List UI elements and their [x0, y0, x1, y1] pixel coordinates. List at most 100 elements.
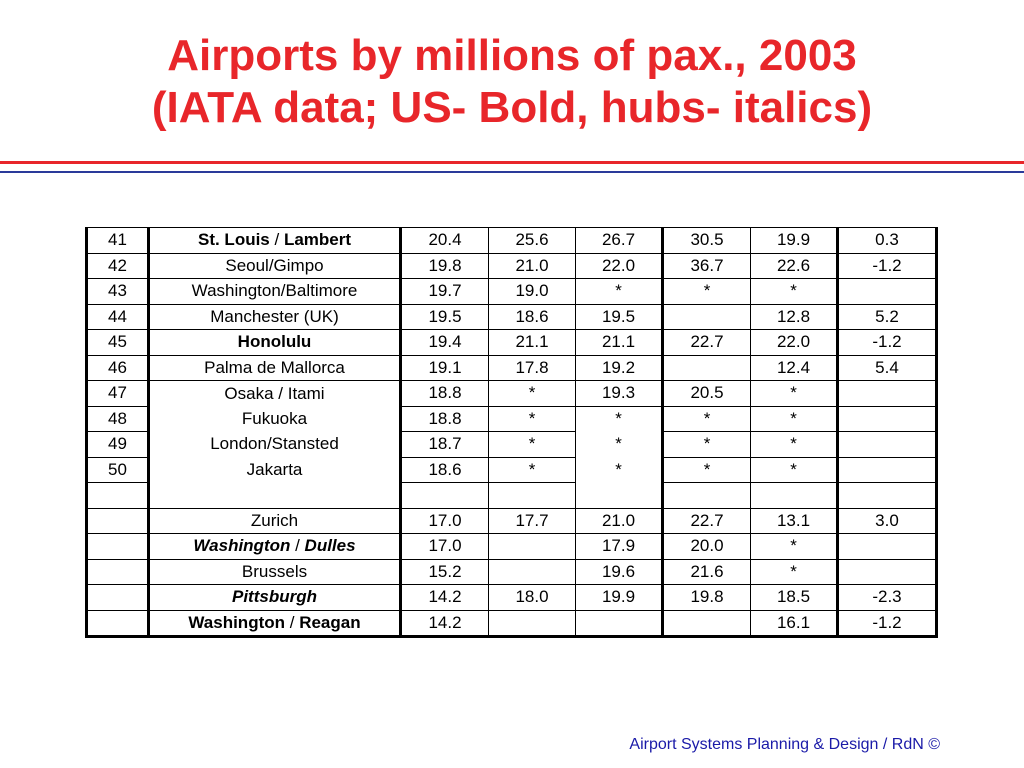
airport-table: 41 St. Louis / Lambert 20.4 25.6 26.7 30.5 19.… [85, 227, 938, 638]
value-cell-c4: 22.7 [662, 507, 751, 534]
rank-cell: 47 [86, 380, 150, 407]
airport-name-separator: / [290, 536, 305, 556]
airport-name-part: Washington [193, 536, 291, 556]
value-cell-c6 [837, 405, 937, 432]
value-cell-c5: * [750, 431, 839, 458]
airport-name-cell: Honolulu [148, 329, 402, 356]
table-row: 45 Honolulu 19.4 21.1 21.1 22.7 22.0 -1.2 [86, 329, 937, 356]
title-line-1: Airports by millions of pax., 2003 [167, 31, 857, 80]
value-cell-c4: 36.7 [662, 252, 751, 279]
table-row: 41 St. Louis / Lambert 20.4 25.6 26.7 30.5 19.… [86, 227, 937, 254]
airport-name-cell: Washington / Reagan [148, 609, 402, 637]
value-cell-c4: 21.6 [662, 558, 751, 585]
value-cell-c5: 22.0 [750, 329, 839, 356]
value-cell-c2: 17.8 [488, 354, 576, 381]
rank-cell: 45 [86, 329, 150, 356]
airport-name-cell: Seoul/Gimpo [148, 252, 402, 279]
value-cell-c3: 19.2 [575, 354, 664, 381]
value-cell-c3: 19.9 [575, 584, 664, 611]
value-cell-c4: 19.8 [662, 584, 751, 611]
value-cell-c3: 19.6 [575, 558, 664, 585]
value-cell-c2: * [488, 405, 576, 432]
rank-cell: 48 [86, 405, 150, 432]
value-cell-c5: * [750, 533, 839, 560]
value-cell-c1: 14.2 [400, 609, 489, 637]
airport-name-cell: Brussels [148, 558, 402, 585]
value-cell-c5: 16.1 [750, 609, 839, 637]
value-cell-c3: 21.0 [575, 507, 664, 534]
airport-name-part: Washington [188, 612, 286, 632]
value-cell-c1: 19.4 [400, 329, 489, 356]
value-cell-c5: * [750, 456, 839, 483]
value-cell-c6: -1.2 [837, 252, 937, 279]
value-cell-c4: * [662, 278, 751, 305]
value-cell-c1: 20.4 [400, 227, 489, 254]
value-cell-c3 [575, 609, 664, 637]
rank-cell: 49 [86, 431, 150, 458]
value-cell-c6 [837, 482, 937, 509]
value-cell-c6 [837, 278, 937, 305]
airport-name-cell: Osaka / Itami [148, 380, 402, 406]
title-rule-red [0, 161, 1024, 164]
slide-title: Airports by millions of pax., 2003 (IATA… [0, 30, 1024, 134]
table-row: 46 Palma de Mallorca 19.1 17.8 19.2 12.4 5.4 [86, 354, 937, 381]
value-cell-c6: -1.2 [837, 329, 937, 356]
value-cell-c6 [837, 380, 937, 407]
rank-cell: 44 [86, 303, 150, 330]
value-cell-c6 [837, 456, 937, 483]
value-cell-c5: 12.4 [750, 354, 839, 381]
value-cell-c6: -2.3 [837, 584, 937, 611]
table-row: 44 Manchester (UK) 19.5 18.6 19.5 12.8 5.2 [86, 303, 937, 330]
value-cell-c5: 18.5 [750, 584, 839, 611]
value-cell-c1: 19.5 [400, 303, 489, 330]
rank-cell [86, 558, 150, 585]
airport-name-separator: / [285, 612, 300, 632]
value-cell-c3: 19.5 [575, 303, 664, 330]
value-cell-c1: 19.1 [400, 354, 489, 381]
value-cell-c6 [837, 431, 937, 458]
rank-cell: 41 [86, 227, 150, 254]
table-row: 47 Osaka / Itami 18.8 * 19.3 20.5 * [86, 380, 937, 407]
value-cell-c1: 19.8 [400, 252, 489, 279]
value-cell-c2: 21.1 [488, 329, 576, 356]
value-cell-c4: * [662, 431, 751, 458]
airport-name-part: Lambert [283, 230, 352, 250]
airport-name-part: St. Louis [197, 230, 270, 250]
airport-name-cell: Jakarta [148, 457, 402, 483]
value-cell-c4 [662, 482, 751, 509]
rank-cell: 42 [86, 252, 150, 279]
value-cell-c2: * [488, 456, 576, 483]
value-cell-c4: 30.5 [662, 227, 751, 254]
value-cell-c5: * [750, 278, 839, 305]
value-cell-c1: 15.2 [400, 558, 489, 585]
value-cell-c3 [575, 482, 664, 509]
value-cell-c1: 14.2 [400, 584, 489, 611]
table-row: 43 Washington/Baltimore 19.7 19.0 * * * [86, 278, 937, 305]
value-cell-c4 [662, 303, 751, 330]
value-cell-c4: 22.7 [662, 329, 751, 356]
value-cell-c3: * [575, 278, 664, 305]
value-cell-c3: 17.9 [575, 533, 664, 560]
value-cell-c5: * [750, 558, 839, 585]
value-cell-c6: 0.3 [837, 227, 937, 254]
table-row: Pittsburgh 14.2 18.0 19.9 19.8 18.5 -2.3 [86, 584, 937, 611]
value-cell-c6: -1.2 [837, 609, 937, 637]
value-cell-c2 [488, 482, 576, 509]
value-cell-c2: 19.0 [488, 278, 576, 305]
value-cell-c2: 18.0 [488, 584, 576, 611]
value-cell-c2: * [488, 380, 576, 407]
title-line-2: (IATA data; US- Bold, hubs- italics) [151, 83, 873, 132]
value-cell-c1: 19.7 [400, 278, 489, 305]
table-row [86, 482, 937, 509]
value-cell-c6: 3.0 [837, 507, 937, 534]
rank-cell [86, 609, 150, 637]
value-cell-c1: 18.7 [400, 431, 489, 458]
value-cell-c6 [837, 558, 937, 585]
airport-name-separator: / [269, 230, 284, 250]
airport-table-body: 41 St. Louis / Lambert 20.4 25.6 26.7 30.5 19.… [86, 227, 937, 637]
value-cell-c3: * [575, 431, 664, 457]
airport-table-container: 41 St. Louis / Lambert 20.4 25.6 26.7 30.5 19.… [85, 227, 938, 638]
value-cell-c3: 26.7 [575, 227, 664, 254]
airport-name-cell: Palma de Mallorca [148, 354, 402, 381]
table-row: 49 London/Stansted 18.7 * * * * [86, 431, 937, 458]
